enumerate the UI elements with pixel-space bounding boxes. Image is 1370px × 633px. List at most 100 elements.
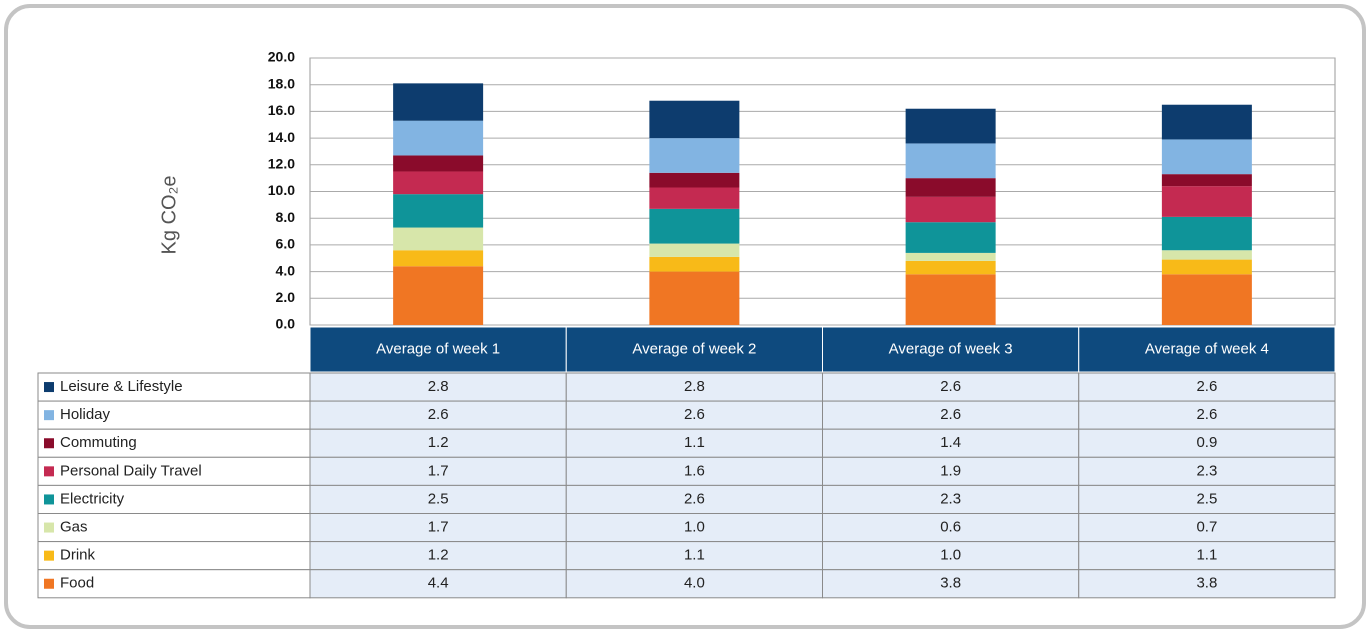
legend-label: Leisure & Lifestyle xyxy=(60,378,183,395)
bar-segment xyxy=(1161,250,1252,260)
row-label-cell xyxy=(37,428,311,458)
data-label: 0.7 xyxy=(1196,519,1217,536)
table-header-cell xyxy=(565,326,823,373)
legend-label: Electricity xyxy=(60,490,125,507)
data-label: 2.6 xyxy=(428,406,449,423)
data-label: 1.1 xyxy=(684,434,705,451)
data-label: 1.1 xyxy=(684,547,705,564)
bar-segment xyxy=(649,271,740,325)
data-label: 2.6 xyxy=(940,378,961,395)
bar-segment xyxy=(905,260,996,275)
bar-segment xyxy=(1161,259,1252,275)
table-cell xyxy=(1078,484,1336,514)
data-label: 2.8 xyxy=(684,378,705,395)
legend-label: Drink xyxy=(60,547,96,564)
y-tick-label: 16.0 xyxy=(268,102,295,118)
bar-segment xyxy=(905,108,996,144)
table-cell xyxy=(309,484,567,514)
data-label: 2.3 xyxy=(1196,462,1217,479)
row-label-cell xyxy=(37,484,311,514)
y-tick-label: 18.0 xyxy=(268,75,295,91)
table-cell xyxy=(822,569,1080,599)
bar-segment xyxy=(905,196,996,223)
data-label: 2.6 xyxy=(684,406,705,423)
data-label: 2.6 xyxy=(1196,378,1217,395)
table-cell xyxy=(1078,569,1336,599)
bar-segment xyxy=(1161,174,1252,187)
data-label: 3.8 xyxy=(940,575,961,592)
bar-segment xyxy=(1161,216,1252,251)
table-cell xyxy=(822,484,1080,514)
data-label: 0.6 xyxy=(940,519,961,536)
data-label: 2.8 xyxy=(428,378,449,395)
legend-label: Personal Daily Travel xyxy=(60,462,202,479)
data-label: 2.6 xyxy=(684,490,705,507)
row-label-cell xyxy=(37,513,311,543)
table-cell xyxy=(822,456,1080,486)
y-tick-label: 8.0 xyxy=(276,209,296,225)
data-label: 4.0 xyxy=(684,575,705,592)
data-label: 1.2 xyxy=(428,434,449,451)
legend-swatch xyxy=(44,494,54,505)
table-cell xyxy=(1078,456,1336,486)
data-label: 2.5 xyxy=(428,490,449,507)
table-cell xyxy=(565,372,823,402)
y-tick-label: 2.0 xyxy=(276,289,296,305)
bar-segment xyxy=(393,266,484,325)
data-label: 1.0 xyxy=(940,547,961,564)
y-tick-label: 14.0 xyxy=(268,129,295,145)
row-label-cell xyxy=(37,400,311,430)
data-label: 1.2 xyxy=(428,547,449,564)
legend-label: Commuting xyxy=(60,434,137,451)
bar-segment xyxy=(905,143,996,179)
bar-segment xyxy=(649,243,740,257)
data-label: 3.8 xyxy=(1196,575,1217,592)
y-tick-label: 6.0 xyxy=(276,236,296,252)
data-label: 2.5 xyxy=(1196,490,1217,507)
table-header-cell xyxy=(1078,326,1336,373)
bar-segment xyxy=(649,256,740,272)
table-cell xyxy=(1078,372,1336,402)
legend-swatch xyxy=(44,550,54,561)
bar-segment xyxy=(905,222,996,253)
bar-segment xyxy=(905,178,996,197)
bar-segment xyxy=(393,227,484,251)
data-label: 1.9 xyxy=(940,462,961,479)
y-axis-label: Kg CO₂e xyxy=(158,176,180,255)
y-tick-label: 12.0 xyxy=(268,156,295,172)
y-tick-label: 10.0 xyxy=(268,182,295,198)
y-tick-label: 4.0 xyxy=(276,262,296,278)
table-cell xyxy=(822,513,1080,543)
data-label: 1.4 xyxy=(940,434,961,451)
data-label: 1.6 xyxy=(684,462,705,479)
data-label: 4.4 xyxy=(428,575,449,592)
legend-swatch xyxy=(44,410,54,421)
data-label: 1.1 xyxy=(1196,547,1217,564)
legend-swatch xyxy=(44,438,54,449)
data-label: 1.0 xyxy=(684,519,705,536)
row-label-cell xyxy=(37,456,311,486)
legend-label: Food xyxy=(60,575,94,592)
legend-swatch xyxy=(44,522,54,533)
legend-label: Gas xyxy=(60,519,88,536)
data-label: 2.6 xyxy=(1196,406,1217,423)
bar-segment xyxy=(1161,104,1252,140)
x-tick-label: Average of week 1 xyxy=(376,340,500,357)
bar-segment xyxy=(649,208,740,244)
data-label: 2.6 xyxy=(940,406,961,423)
bar-segment xyxy=(649,100,740,139)
bar-segment xyxy=(905,252,996,261)
bar-segment xyxy=(393,250,484,267)
bar-segment xyxy=(1161,274,1252,325)
bar-segment xyxy=(393,120,484,156)
table-cell xyxy=(309,372,567,402)
bar-segment xyxy=(649,138,740,173)
bar-segment xyxy=(393,155,484,172)
data-label: 0.9 xyxy=(1196,434,1217,451)
legend-swatch xyxy=(44,578,54,589)
table-cell xyxy=(565,484,823,514)
legend-swatch xyxy=(44,382,54,393)
x-tick-label: Average of week 4 xyxy=(1145,340,1269,357)
bar-segment xyxy=(649,187,740,209)
